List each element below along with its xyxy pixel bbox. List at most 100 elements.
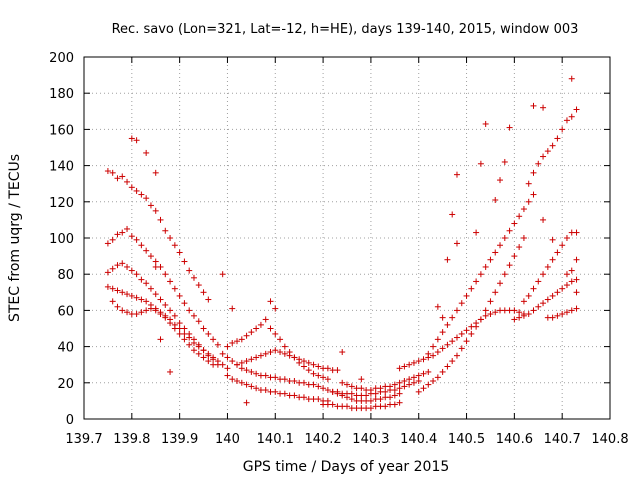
data-point <box>367 397 374 404</box>
data-point <box>487 298 494 305</box>
data-point <box>401 363 408 370</box>
data-point <box>525 180 532 187</box>
data-point <box>434 374 441 381</box>
data-point <box>124 309 131 316</box>
data-point <box>439 314 446 321</box>
data-point <box>396 379 403 386</box>
data-point <box>525 311 532 318</box>
data-point <box>229 305 236 312</box>
data-point <box>439 345 446 352</box>
data-point <box>143 307 150 314</box>
data-point <box>482 307 489 314</box>
x-tick-label: 139.7 <box>65 432 102 447</box>
data-point <box>492 249 499 256</box>
data-point <box>190 312 197 319</box>
data-point <box>167 307 174 314</box>
data-point <box>219 350 226 357</box>
y-axis-title: STEC from uqrg / TECUs <box>7 154 23 322</box>
data-point <box>310 381 317 388</box>
data-point <box>554 249 561 256</box>
data-point <box>506 227 513 234</box>
data-point <box>286 352 293 359</box>
data-point <box>372 390 379 397</box>
data-point <box>133 294 140 301</box>
data-point <box>530 307 537 314</box>
data-point <box>492 289 499 296</box>
data-point <box>492 309 499 316</box>
data-point <box>511 253 518 260</box>
y-tick-label: 160 <box>49 123 74 138</box>
data-point <box>162 314 169 321</box>
data-point <box>473 278 480 285</box>
data-point <box>167 278 174 285</box>
data-point <box>449 338 456 345</box>
data-point <box>568 75 575 82</box>
data-point <box>124 263 131 270</box>
data-point <box>200 325 207 332</box>
data-point <box>147 285 154 292</box>
data-point <box>377 385 384 392</box>
data-point <box>109 265 116 272</box>
data-point <box>119 229 126 236</box>
data-point <box>229 339 236 346</box>
data-point <box>444 363 451 370</box>
data-point <box>449 314 456 321</box>
x-tick-label: 140.6 <box>496 432 533 447</box>
data-point <box>296 356 303 363</box>
data-point <box>530 102 537 109</box>
data-point <box>544 148 551 155</box>
data-point <box>573 106 580 113</box>
data-point <box>119 260 126 267</box>
data-point <box>396 385 403 392</box>
data-point <box>167 368 174 375</box>
data-point <box>214 341 221 348</box>
data-point <box>453 334 460 341</box>
data-point <box>540 153 547 160</box>
x-tick-label: 140 <box>215 432 240 447</box>
data-point <box>291 354 298 361</box>
data-point <box>224 365 231 372</box>
data-point <box>310 361 317 368</box>
data-point <box>520 235 527 241</box>
data-point <box>157 296 164 303</box>
data-point <box>257 321 264 328</box>
data-point <box>176 292 183 299</box>
data-point <box>348 383 355 390</box>
data-point <box>497 177 504 184</box>
data-point <box>391 387 398 394</box>
x-tick-label: 140.5 <box>448 432 485 447</box>
data-point <box>573 229 580 236</box>
data-point <box>167 235 174 241</box>
data-point <box>458 330 465 337</box>
data-point <box>468 330 475 337</box>
data-point <box>563 235 570 241</box>
data-point <box>473 323 480 330</box>
data-point <box>559 242 566 249</box>
data-point <box>305 359 312 366</box>
data-point <box>492 196 499 203</box>
data-point <box>152 263 159 270</box>
data-point <box>109 298 116 305</box>
data-point <box>549 236 556 243</box>
data-point <box>128 135 135 142</box>
data-point <box>425 350 432 357</box>
data-point <box>540 300 547 307</box>
data-point <box>152 258 159 265</box>
data-point <box>563 117 570 124</box>
x-tick-label: 139.8 <box>113 432 150 447</box>
data-point <box>320 385 327 392</box>
data-point <box>482 120 489 127</box>
data-point <box>434 336 441 343</box>
data-point <box>152 291 159 298</box>
x-tick-label: 140.4 <box>400 432 437 447</box>
data-point <box>195 350 202 357</box>
data-point <box>133 311 140 318</box>
data-point <box>568 278 575 285</box>
data-point <box>143 247 150 254</box>
data-point <box>248 356 255 363</box>
data-point <box>195 318 202 325</box>
data-point <box>224 343 231 350</box>
data-point <box>238 379 245 386</box>
data-point <box>453 240 460 247</box>
data-point <box>430 377 437 384</box>
